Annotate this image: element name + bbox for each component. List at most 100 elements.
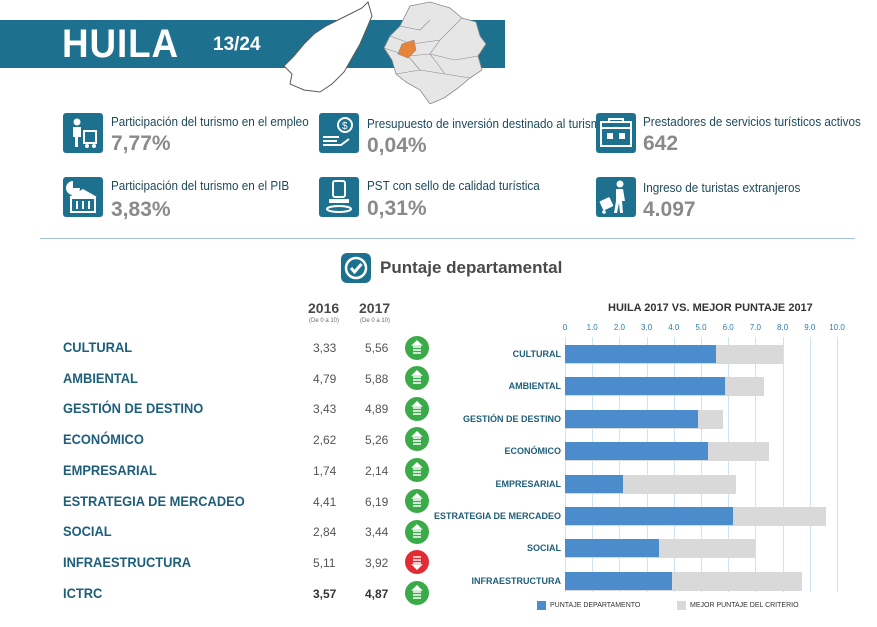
chart-title: HUILA 2017 VS. MEJOR PUNTAJE 2017 [608,302,813,314]
x-tick-label: 9.0 [804,323,816,332]
quality-seal-icon [319,177,359,217]
gridline [755,337,757,592]
chart-category-label: AMBIENTAL [508,381,561,392]
section-divider [40,238,855,239]
legend-label-best: MEJOR PUNTAJE DEL CRITERIO [690,602,799,609]
value-2017: 3,44 [365,525,389,539]
year-2017-header: 2017 [359,300,391,316]
indicator-value: 0,04% [367,134,427,157]
gridline [565,337,566,592]
bar-department-score [565,507,734,525]
employment-icon [63,113,103,153]
x-tick-label: 0 [562,323,568,332]
bar-department-score [565,539,659,558]
trend-up-icon [405,520,429,544]
gridline [701,337,702,592]
indicator-label: PST con sello de calidad turística [367,178,540,193]
value-2016: 5,11 [313,556,336,570]
year-2016-header: 2016 [308,300,340,316]
value-2016: 4,41 [313,495,337,509]
x-tick-label: 1.0 [586,323,598,332]
gridline [592,337,594,592]
gridline [782,337,784,592]
category-label: SOCIAL [63,523,112,539]
gridline [728,337,730,592]
x-tick-label: 6.0 [722,323,734,332]
value-2016: 3,43 [313,402,337,416]
x-tick-label: 4.0 [668,323,680,332]
x-tick-label: 3.0 [641,323,653,332]
gridline [673,337,675,592]
ranking-badge: 13/24 [213,34,261,55]
value-2017: 5,88 [365,372,389,386]
providers-icon [596,113,636,153]
chart-category-label: EMPRESARIAL [495,478,561,489]
chart-category-label: SOCIAL [526,543,561,554]
value-2017: 5,56 [365,341,389,355]
gridline [837,337,838,592]
value-2016: 3,33 [313,341,337,355]
trend-down-icon [405,550,429,574]
category-label: AMBIENTAL [63,370,138,386]
budget-icon: $ [319,113,359,153]
category-label: INFRAESTRUCTURA [63,554,192,570]
indicator-label: Presupuesto de inversión destinado al tu… [367,116,607,131]
gdp-icon [63,177,103,217]
category-label: CULTURAL [63,339,133,355]
category-label: ECONÓMICO [63,431,144,447]
trend-up-icon [405,581,429,605]
chart-category-label: CULTURAL [512,349,561,359]
value-2017: 6,19 [365,495,389,509]
category-label: GESTIÓN DE DESTINO [63,400,204,416]
category-label: ICTRC [63,585,103,601]
trend-up-icon [405,336,429,360]
x-tick-label: 8.0 [777,323,789,332]
indicator-value: 3,83% [111,198,171,221]
gridline [646,337,648,592]
legend-swatch-department [537,601,546,610]
x-tick-label: 10.0 [829,323,845,332]
chart-category-label: ESTRATEGIA DE MERCADEO [433,511,561,521]
colombia-map-icon [283,1,487,104]
value-2016: 2,62 [313,433,337,447]
chart-category-label: INFRAESTRUCTURA [471,575,562,586]
value-2017: 4,87 [365,587,389,601]
indicator-label: Participación del turismo en el PIB [111,178,290,193]
indicator-value: 4.097 [643,198,696,221]
value-2017: 2,14 [365,464,389,478]
indicator-label: Prestadores de servicios turísticos acti… [643,114,861,129]
bar-department-score [565,442,709,461]
scale-2017: (De 0 a 10) [360,318,391,324]
trend-up-icon [405,397,429,421]
category-label: ESTRATEGIA DE MERCADEO [63,493,245,509]
value-2016: 4,79 [313,372,337,386]
value-2016: 1,74 [313,464,337,478]
trend-up-icon [405,427,429,451]
bar-department-score [565,571,672,590]
category-label: EMPRESARIAL [63,462,157,478]
indicator-label: Ingreso de turistas extranjeros [643,180,801,195]
checkmark-icon [341,253,371,283]
legend-swatch-best [677,601,686,610]
bar-department-score [565,377,725,396]
trend-up-icon [405,489,429,513]
svg-text:$: $ [342,121,348,132]
value-2017: 4,89 [365,402,389,416]
bar-department-score [565,409,698,428]
chart-category-label: GESTIÓN DE DESTINO [462,413,561,424]
indicator-value: 7,77% [111,132,171,155]
chart-category-label: ECONÓMICO [504,446,561,457]
trend-up-icon [405,366,429,390]
gridline [619,337,621,592]
x-tick-label: 7.0 [749,323,761,332]
bar-department-score [565,345,717,363]
value-2016: 2,84 [313,525,337,539]
value-2017: 3,92 [365,556,389,570]
scale-2016: (De 0 a 10) [309,318,340,324]
indicator-value: 642 [643,132,679,155]
section-title: Puntaje departamental [380,258,563,277]
foreign-tourists-icon [596,177,636,217]
legend-label-department: PUNTAJE DEPARTAMENTO [550,602,641,609]
department-title: HUILA [62,22,180,66]
x-tick-label: 5.0 [695,323,707,332]
